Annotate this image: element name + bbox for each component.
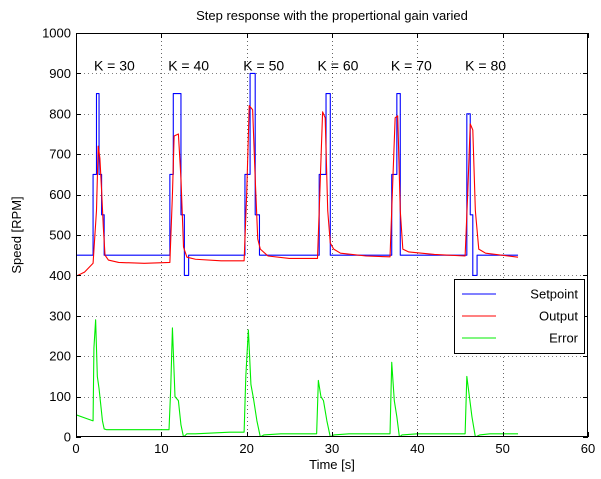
legend-label-error: Error bbox=[549, 331, 579, 346]
x-tick-label: 60 bbox=[581, 441, 595, 456]
y-tick-label: 500 bbox=[49, 228, 71, 243]
x-tick-label: 0 bbox=[72, 441, 79, 456]
series-line-output bbox=[76, 105, 519, 277]
x-tick-label: 20 bbox=[239, 441, 253, 456]
y-tick-label: 1000 bbox=[42, 26, 71, 41]
x-tick-label: 10 bbox=[154, 441, 168, 456]
gain-annotation: K = 40 bbox=[168, 57, 209, 73]
gain-annotation: K = 50 bbox=[243, 57, 284, 73]
x-tick-label: 30 bbox=[325, 441, 339, 456]
x-tick-label: 50 bbox=[495, 441, 509, 456]
y-tick-label: 900 bbox=[49, 66, 71, 81]
y-tick-label: 800 bbox=[49, 106, 71, 121]
gain-annotation: K = 60 bbox=[318, 57, 359, 73]
y-tick-label: 0 bbox=[64, 430, 71, 445]
y-tick-label: 100 bbox=[49, 389, 71, 404]
plot-area bbox=[76, 33, 588, 437]
x-axis-label: Time [s] bbox=[309, 457, 355, 472]
y-axis-label: Speed [RPM] bbox=[9, 196, 24, 273]
tick-labels: 0 10 20 30 40 50 60010020030040050060070080090… bbox=[42, 26, 595, 457]
y-tick-label: 700 bbox=[49, 147, 71, 162]
y-tick-label: 300 bbox=[49, 308, 71, 323]
legend: Setpoint Output Error bbox=[454, 279, 585, 354]
legend-label-output: Output bbox=[539, 309, 578, 324]
gain-annotations: K = 30 K = 40 K = 50 K = 60 K = 70 K = 80 bbox=[94, 57, 506, 73]
x-tick-label: 40 bbox=[410, 441, 424, 456]
y-tick-label: 600 bbox=[49, 187, 71, 202]
gain-annotation: K = 70 bbox=[391, 57, 432, 73]
grid-lines bbox=[76, 33, 588, 437]
series-line-error bbox=[76, 319, 519, 437]
gain-annotation: K = 80 bbox=[465, 57, 506, 73]
tick-marks bbox=[76, 33, 589, 438]
legend-label-setpoint: Setpoint bbox=[530, 287, 578, 302]
chart-title: Step response with the propertional gain… bbox=[196, 8, 468, 23]
series-layer bbox=[76, 72, 519, 437]
gain-annotation: K = 30 bbox=[94, 57, 135, 73]
y-tick-label: 200 bbox=[49, 349, 71, 364]
y-tick-label: 400 bbox=[49, 268, 71, 283]
